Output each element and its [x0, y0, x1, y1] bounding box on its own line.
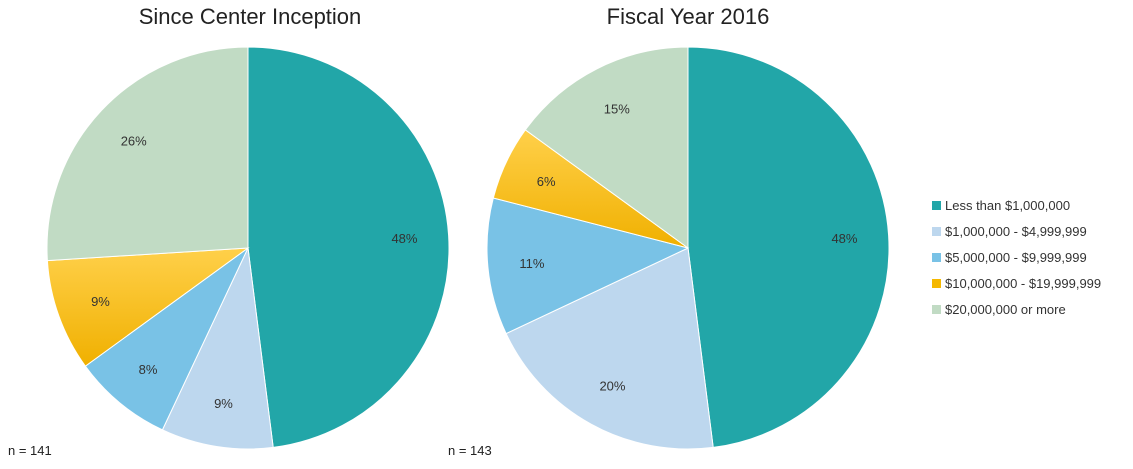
sample-size-fy2016: n = 143 [448, 443, 492, 458]
pie-slice [46, 46, 249, 262]
slice-label: 9% [91, 294, 110, 309]
chart-title-fy2016: Fiscal Year 2016 [606, 4, 770, 29]
pie-slice [486, 197, 690, 335]
slice-label: 11% [519, 256, 544, 271]
legend-label: $20,000,000 or more [945, 301, 1066, 317]
legend-item: $10,000,000 - $19,999,999 [932, 270, 1101, 296]
pie-fiscal-year-2016: 48% 20% 11% 6% 15% [486, 46, 890, 450]
slice-label: 20% [599, 378, 625, 393]
slice-label: 6% [537, 174, 556, 189]
legend-swatch [932, 304, 941, 314]
legend-item: Less than $1,000,000 [932, 192, 1101, 218]
slice-label: 9% [214, 396, 233, 411]
slice-label: 8% [139, 362, 158, 377]
pie-slice [505, 247, 714, 450]
sample-size-inception: n = 141 [8, 443, 52, 458]
legend-swatch [932, 252, 941, 262]
slice-label: 15% [604, 101, 630, 116]
slice-label: 48% [831, 231, 857, 246]
legend-label: Less than $1,000,000 [945, 197, 1071, 213]
legend-label: $1,000,000 - $4,999,999 [945, 223, 1087, 239]
pie-slice [687, 46, 890, 448]
pie-slice [524, 46, 689, 249]
legend-item: $5,000,000 - $9,999,999 [932, 244, 1101, 270]
pie-slice [247, 46, 450, 448]
pie-slice [84, 247, 249, 431]
legend-label: $10,000,000 - $19,999,999 [945, 275, 1102, 291]
legend-item: $20,000,000 or more [932, 296, 1101, 322]
legend-swatch [932, 278, 941, 288]
pie-since-inception: 48% 9% 8% 9% 26% [46, 46, 450, 450]
pie-slice [161, 246, 274, 450]
legend: Less than $1,000,000 $1,000,000 - $4,999… [932, 192, 1101, 322]
legend-item: $1,000,000 - $4,999,999 [932, 218, 1101, 244]
legend-swatch [932, 226, 941, 236]
slice-label: 48% [391, 231, 417, 246]
legend-swatch [932, 200, 941, 210]
chart-title-inception: Since Center Inception [138, 4, 362, 29]
slice-label: 26% [121, 134, 147, 149]
legend-label: $5,000,000 - $9,999,999 [945, 249, 1087, 265]
pie-slice [46, 247, 250, 367]
